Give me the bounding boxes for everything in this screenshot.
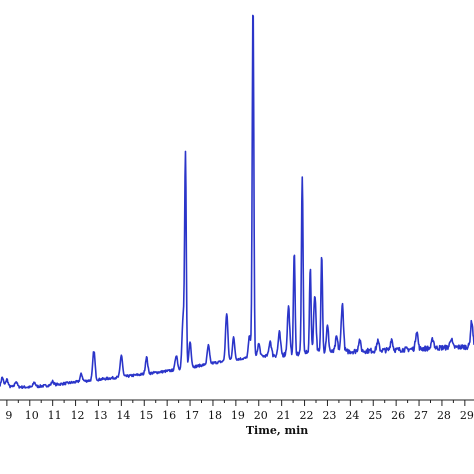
x-tick-label: 16	[162, 409, 176, 422]
chromatogram-trace	[0, 14, 474, 389]
x-tick-label: 18	[208, 409, 222, 422]
plot-area	[0, 14, 474, 389]
x-tick-label: 25	[368, 409, 382, 422]
x-tick-label: 12	[71, 409, 85, 422]
x-tick-label: 24	[345, 409, 359, 422]
x-tick-label: 17	[185, 409, 199, 422]
x-tick-label: 22	[300, 409, 314, 422]
x-axis-title: Time, min	[246, 424, 308, 437]
x-tick-label: 11	[48, 409, 62, 422]
x-tick-label: 19	[231, 409, 245, 422]
x-tick-label: 9	[5, 409, 12, 422]
x-tick-label: 23	[322, 409, 336, 422]
x-tick-label: 15	[139, 409, 153, 422]
x-axis-ticks: 9 10 11 12 13 14 15 16 17 18 19 20 21 22 23 24 25 26 27 28 2…	[5, 400, 474, 422]
x-tick-label: 13	[93, 409, 107, 422]
x-tick-label: 10	[25, 409, 39, 422]
x-tick-label: 21	[277, 409, 291, 422]
x-tick-label: 20	[254, 409, 268, 422]
x-tick-label: 27	[414, 409, 428, 422]
x-tick-label: 26	[391, 409, 405, 422]
x-tick-label: 28	[437, 409, 451, 422]
x-tick-label: 29	[460, 409, 474, 422]
x-tick-label: 14	[116, 409, 130, 422]
